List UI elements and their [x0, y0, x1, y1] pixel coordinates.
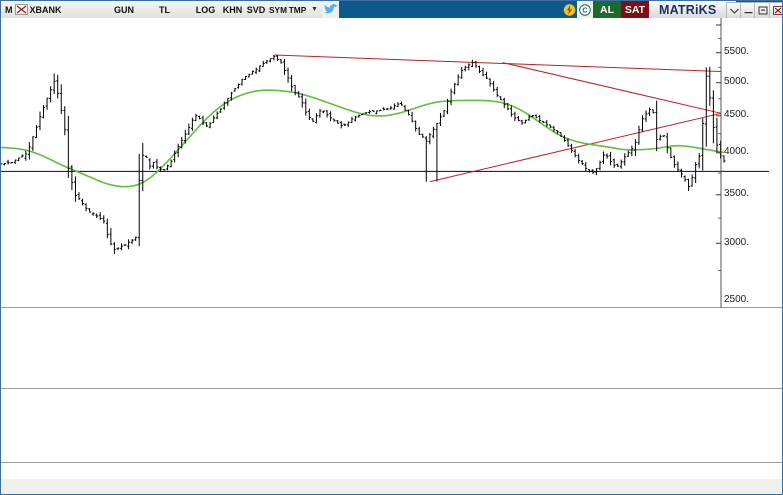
svg-text:C: C: [582, 7, 587, 14]
